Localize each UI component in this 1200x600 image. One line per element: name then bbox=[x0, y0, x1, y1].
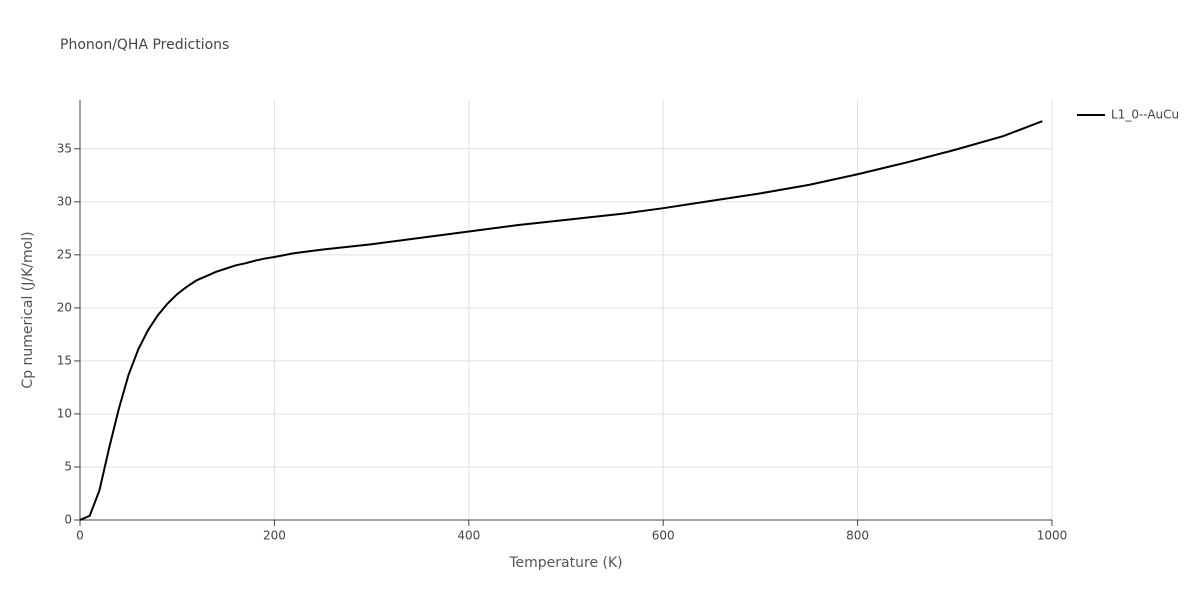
x-tick-label: 200 bbox=[263, 529, 286, 543]
x-tick-label: 400 bbox=[457, 529, 480, 543]
legend-label: L1_0--AuCu bbox=[1111, 108, 1179, 122]
x-tick-label: 1000 bbox=[1037, 529, 1068, 543]
y-tick-label: 0 bbox=[64, 513, 72, 527]
chart-title: Phonon/QHA Predictions bbox=[60, 37, 229, 53]
x-axis-title: Temperature (K) bbox=[508, 555, 622, 571]
x-tick-label: 800 bbox=[846, 529, 869, 543]
data-line bbox=[79, 120, 1043, 521]
y-tick-label: 10 bbox=[57, 406, 72, 420]
y-tick-label: 20 bbox=[57, 300, 72, 314]
y-tick-label: 5 bbox=[64, 459, 72, 473]
y-tick-label: 15 bbox=[57, 353, 72, 367]
x-tick-label: 0 bbox=[76, 529, 84, 543]
x-tick-label: 600 bbox=[652, 529, 675, 543]
y-tick-label: 30 bbox=[57, 194, 72, 208]
y-tick-label: 25 bbox=[57, 247, 72, 261]
y-tick-label: 35 bbox=[57, 141, 72, 155]
y-axis-title: Cp numerical (J/K/mol) bbox=[20, 231, 36, 388]
